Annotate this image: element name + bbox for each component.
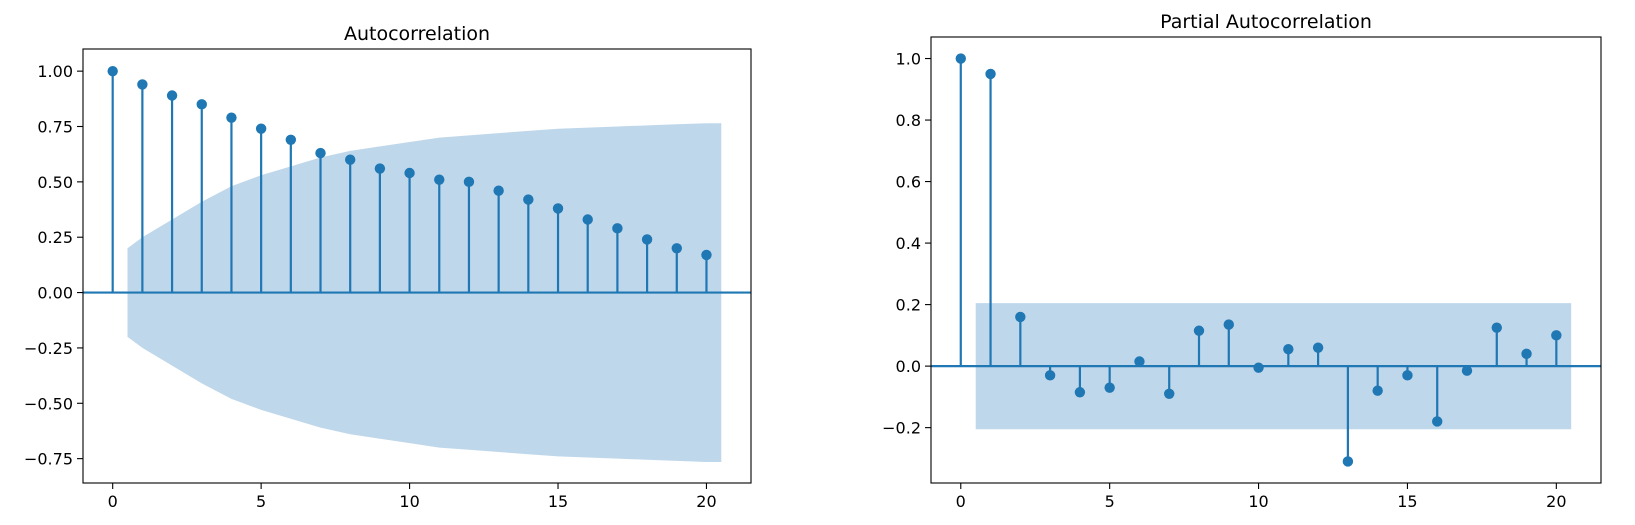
y-tick-label: 1.00 [37, 62, 73, 81]
stem-marker [226, 112, 237, 123]
y-tick-label: 0.0 [896, 357, 921, 376]
axes-frame [930, 36, 1602, 484]
y-tick-label: 0.6 [896, 173, 921, 192]
stem-marker [641, 234, 653, 245]
stem-marker [1402, 370, 1413, 381]
x-tick-label: 10 [399, 492, 419, 511]
stem-marker [1461, 365, 1473, 376]
stem-marker [1521, 348, 1532, 360]
stem-marker [1551, 330, 1562, 341]
x-tick-label: 10 [1248, 492, 1268, 511]
stem-marker [107, 65, 118, 77]
stem-marker [315, 147, 326, 159]
stem-marker [137, 79, 148, 90]
stem-marker [1134, 356, 1145, 367]
y-tick-label: 0.25 [37, 228, 73, 247]
stem-marker [1432, 416, 1443, 427]
stem-marker [1491, 322, 1502, 333]
stem-marker [493, 185, 504, 196]
x-tick-label: 20 [696, 492, 716, 511]
chart-title: Partial Autocorrelation [1160, 11, 1372, 33]
y-tick-label: 0.2 [896, 296, 921, 315]
stem-marker [955, 53, 966, 64]
axes-frame [82, 48, 752, 484]
stem-marker [1044, 370, 1056, 381]
y-tick-label: 0.50 [37, 173, 73, 192]
stem-marker [1372, 385, 1383, 396]
stem-marker [1015, 311, 1026, 323]
stem-marker [1283, 344, 1294, 355]
x-tick-label: 15 [548, 492, 568, 511]
stem-marker [345, 154, 356, 165]
stem-marker [404, 167, 415, 179]
y-tick-label: 0.75 [37, 118, 73, 137]
x-tick-label: 15 [1397, 492, 1417, 511]
stem-marker [1342, 456, 1354, 467]
stem-marker [1223, 319, 1234, 330]
stem-marker [196, 99, 207, 110]
stem-marker [1164, 388, 1175, 399]
stem-marker [463, 176, 475, 188]
autocorrelation-panel: 1.00 0.75 0.50 0.25 0.00 −0.25 −0.50 −0.75 0 5 10 1… [24, 23, 752, 511]
stem-marker [552, 203, 564, 214]
stem-marker [285, 134, 297, 145]
y-tick-label: 0.4 [896, 234, 921, 253]
x-tick-label: 0 [108, 492, 118, 511]
y-tick-label: −0.75 [24, 450, 73, 469]
stem-marker [1193, 325, 1205, 336]
chart-title: Autocorrelation [344, 23, 490, 45]
stem-marker [1074, 387, 1086, 398]
y-tick-label: −0.25 [24, 339, 73, 358]
stem-marker [1104, 382, 1115, 393]
stem-marker [612, 223, 623, 234]
y-tick-label: 0.8 [896, 111, 921, 130]
stem-marker [671, 243, 682, 254]
stem-marker [1253, 362, 1264, 373]
y-tick-label: 0.00 [37, 284, 73, 303]
stem-marker [434, 174, 445, 185]
y-tick-label: −0.50 [24, 394, 73, 413]
stem-marker [374, 163, 386, 174]
stem-marker [166, 90, 178, 101]
y-tick-label: 1.0 [896, 50, 921, 69]
x-tick-label: 20 [1546, 492, 1566, 511]
partial-autocorrelation-panel: 1.0 0.8 0.6 0.4 0.2 0.0 −0.2 0 5 10 15 20 Partial Au… [882, 11, 1602, 511]
stem-marker [1312, 342, 1324, 353]
y-tick-label: −0.2 [882, 419, 921, 438]
x-tick-label: 0 [956, 492, 966, 511]
x-tick-label: 5 [256, 492, 266, 511]
x-tick-label: 5 [1105, 492, 1115, 511]
stem-marker [255, 123, 267, 134]
stem-marker [985, 68, 996, 80]
stem-marker [523, 194, 534, 205]
stem-marker [582, 214, 593, 225]
stem-marker [701, 249, 712, 261]
